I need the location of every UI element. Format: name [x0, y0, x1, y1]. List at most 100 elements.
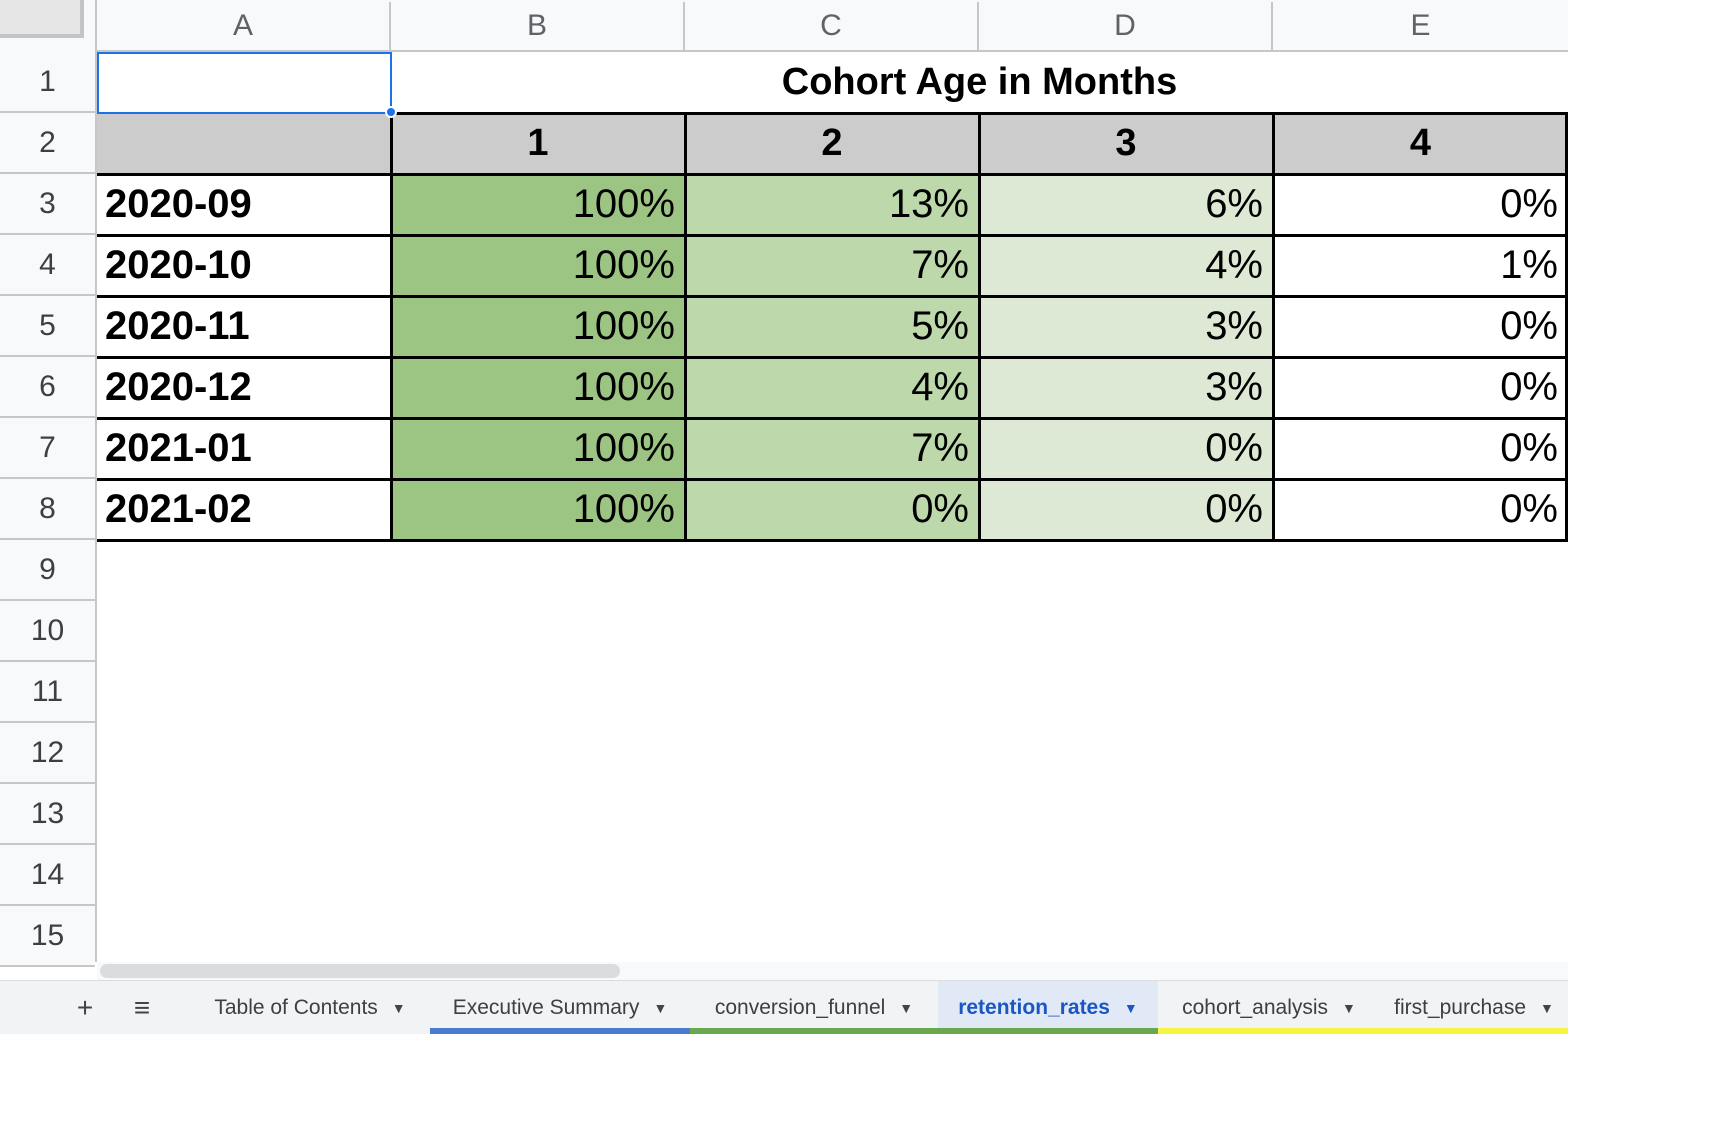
row-header-9[interactable]: 9 [0, 540, 95, 601]
retention-cell[interactable]: 5% [685, 296, 979, 357]
sheet-tab-label: conversion_funnel [714, 995, 886, 1019]
retention-cell[interactable]: 0% [979, 479, 1273, 540]
selected-cell-a1[interactable] [97, 52, 392, 114]
table-border [1565, 113, 1568, 542]
menu-icon: ≡ [133, 992, 151, 1023]
plus-icon: + [76, 992, 94, 1023]
cohort-label[interactable]: 2020-11 [105, 304, 250, 348]
cohort-label[interactable]: 2021-02 [105, 487, 252, 531]
sheet-tab-label: retention_rates [958, 995, 1110, 1019]
dropdown-arrow-icon[interactable]: ▼ [1540, 999, 1554, 1016]
table-border [97, 295, 1568, 298]
header-blank-cell[interactable] [97, 113, 391, 174]
column-header-d[interactable]: D [979, 2, 1273, 50]
retention-cell[interactable]: 7% [685, 235, 979, 296]
grid-line [97, 661, 1568, 662]
retention-cell[interactable]: 100% [391, 357, 685, 418]
sheet-tab-retention-rates[interactable]: retention_rates ▼ [938, 981, 1158, 1034]
retention-cell[interactable]: 100% [391, 174, 685, 235]
table-border [97, 539, 1568, 542]
row-header-4[interactable]: 4 [0, 235, 95, 296]
month-header-2[interactable]: 2 [685, 113, 979, 174]
cohort-label[interactable]: 2020-09 [105, 182, 252, 226]
retention-cell[interactable]: 7% [685, 418, 979, 479]
select-all-corner[interactable] [0, 0, 97, 52]
table-border [97, 356, 1568, 359]
month-header-1[interactable]: 1 [391, 113, 685, 174]
retention-cell[interactable]: 4% [685, 357, 979, 418]
row-header-8[interactable]: 8 [0, 479, 95, 540]
sheet-tab-label: cohort_analysis [1182, 995, 1329, 1019]
retention-cell[interactable]: 6% [979, 174, 1273, 235]
row-header-11[interactable]: 11 [0, 662, 95, 723]
row-header-15[interactable]: 15 [0, 906, 95, 967]
row-header-5[interactable]: 5 [0, 296, 95, 357]
row-header-2[interactable]: 2 [0, 113, 95, 174]
dropdown-arrow-icon[interactable]: ▼ [391, 999, 406, 1016]
column-header-e[interactable]: E [1273, 2, 1568, 50]
cohort-label[interactable]: 2020-10 [105, 243, 252, 287]
retention-cell[interactable]: 0% [1273, 479, 1568, 540]
month-header-3[interactable]: 3 [979, 113, 1273, 174]
sheet-tab-cohort-analysis[interactable]: cohort_analysis ▼ [1158, 981, 1380, 1034]
horizontal-scrollbar-thumb[interactable] [100, 964, 620, 978]
sheet-tab-first-purchase[interactable]: first_purchase ▼ [1380, 981, 1568, 1034]
retention-cell[interactable]: 100% [391, 418, 685, 479]
table-border [1272, 113, 1275, 542]
retention-cell[interactable]: 0% [1273, 418, 1568, 479]
row-header-10[interactable]: 10 [0, 601, 95, 662]
sheet-tab-color-bar [938, 1028, 1158, 1034]
retention-cell[interactable]: 3% [979, 296, 1273, 357]
dropdown-arrow-icon[interactable]: ▼ [653, 999, 668, 1016]
row-header-1[interactable]: 1 [0, 52, 95, 113]
month-header-4[interactable]: 4 [1273, 113, 1568, 174]
grid-line [97, 600, 1568, 601]
retention-cell[interactable]: 0% [1273, 296, 1568, 357]
row-header-13[interactable]: 13 [0, 784, 95, 845]
retention-cell[interactable]: 1% [1273, 235, 1568, 296]
sheet-tab-color-bar [1380, 1028, 1568, 1034]
sheet-tab-bar [0, 980, 1568, 1034]
table-border [97, 417, 1568, 420]
column-header-c[interactable]: C [685, 2, 979, 50]
add-sheet-button[interactable]: + [67, 990, 103, 1026]
row-header-12[interactable]: 12 [0, 723, 95, 784]
cohort-label[interactable]: 2020-12 [105, 365, 252, 409]
freeze-handle[interactable] [0, 0, 84, 38]
retention-cell[interactable]: 0% [979, 418, 1273, 479]
retention-cell[interactable]: 4% [979, 235, 1273, 296]
table-border [390, 113, 393, 542]
row-header-7[interactable]: 7 [0, 418, 95, 479]
sheet-tab-label: Table of Contents [214, 995, 378, 1019]
dropdown-arrow-icon[interactable]: ▼ [1123, 999, 1138, 1016]
retention-cell[interactable]: 13% [685, 174, 979, 235]
table-border [978, 113, 981, 542]
retention-cell[interactable]: 100% [391, 235, 685, 296]
sheet-tab-label: Executive Summary [452, 995, 640, 1019]
column-header-b[interactable]: B [391, 2, 685, 50]
dropdown-arrow-icon[interactable]: ▼ [1342, 999, 1356, 1016]
sheet-tab-conversion-funnel[interactable]: conversion_funnel ▼ [690, 981, 938, 1034]
column-header-a[interactable]: A [97, 2, 391, 50]
sheet-tab-executive-summary[interactable]: Executive Summary ▼ [430, 981, 690, 1034]
retention-cell[interactable]: 0% [685, 479, 979, 540]
row-header-14[interactable]: 14 [0, 845, 95, 906]
cohort-label[interactable]: 2021-01 [105, 426, 252, 470]
table-border [97, 478, 1568, 481]
grid-line [97, 844, 1568, 845]
table-title[interactable]: Cohort Age in Months [781, 61, 1178, 103]
retention-cell[interactable]: 100% [391, 296, 685, 357]
retention-cell[interactable]: 0% [1273, 357, 1568, 418]
all-sheets-button[interactable]: ≡ [124, 990, 160, 1026]
table-border [684, 113, 687, 542]
sheet-tab-color-bar [430, 1028, 690, 1034]
retention-cell[interactable]: 3% [979, 357, 1273, 418]
retention-cell[interactable]: 0% [1273, 174, 1568, 235]
fill-handle[interactable] [385, 106, 397, 118]
table-border [97, 234, 1568, 237]
retention-cell[interactable]: 100% [391, 479, 685, 540]
row-header-3[interactable]: 3 [0, 174, 95, 235]
sheet-tab-table-of-contents[interactable]: Table of Contents ▼ [190, 981, 430, 1034]
row-header-6[interactable]: 6 [0, 357, 95, 418]
dropdown-arrow-icon[interactable]: ▼ [899, 999, 914, 1016]
